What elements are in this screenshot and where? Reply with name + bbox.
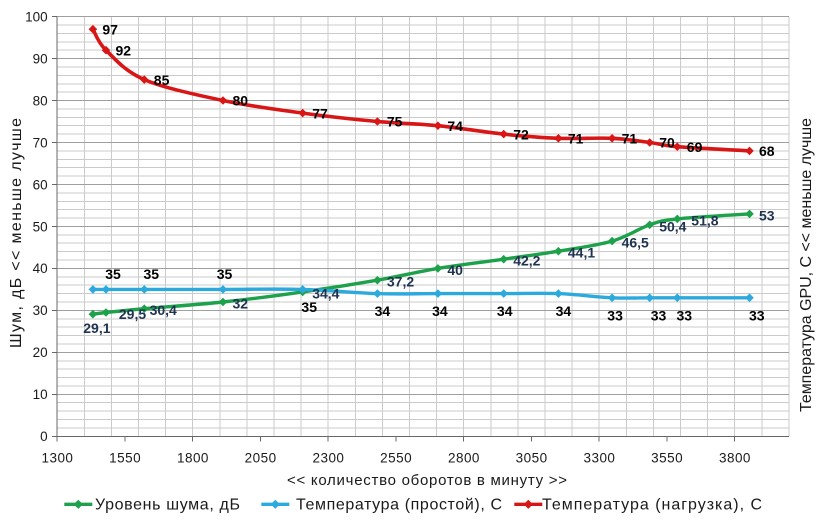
svg-text:Температура (нагрузка), С: Температура (нагрузка), С xyxy=(542,497,762,514)
svg-text:32: 32 xyxy=(233,296,249,312)
svg-text:80: 80 xyxy=(33,93,48,108)
svg-text:40: 40 xyxy=(447,262,463,278)
svg-text:42,2: 42,2 xyxy=(513,253,540,269)
svg-text:70: 70 xyxy=(33,135,48,150)
svg-text:72: 72 xyxy=(513,126,529,142)
svg-text:100: 100 xyxy=(25,9,48,24)
svg-text:97: 97 xyxy=(102,21,118,37)
svg-text:74: 74 xyxy=(447,118,463,134)
svg-text:1300: 1300 xyxy=(41,450,72,465)
svg-text:68: 68 xyxy=(759,143,775,159)
svg-text:20: 20 xyxy=(33,345,48,360)
svg-text:90: 90 xyxy=(33,51,48,66)
svg-text:3050: 3050 xyxy=(516,450,548,465)
svg-text:10: 10 xyxy=(33,387,48,402)
svg-text:50: 50 xyxy=(33,219,48,234)
svg-text:29,5: 29,5 xyxy=(119,306,146,322)
svg-text:40: 40 xyxy=(33,261,48,276)
svg-text:34,4: 34,4 xyxy=(312,285,339,301)
svg-text:29,1: 29,1 xyxy=(83,320,110,336)
svg-text:33: 33 xyxy=(607,307,623,323)
svg-text:2800: 2800 xyxy=(448,450,480,465)
svg-text:75: 75 xyxy=(387,114,403,130)
svg-text:Температура GPU, C << меньше л: Температура GPU, C << меньше лучше xyxy=(798,118,815,412)
svg-text:3550: 3550 xyxy=(651,450,683,465)
svg-text:Уровень шума, дБ: Уровень шума, дБ xyxy=(95,497,240,514)
svg-text:Шум, дБ << меньше лучше: Шум, дБ << меньше лучше xyxy=(8,118,25,348)
svg-text:<< количество оборотов в минут: << количество оборотов в минуту >> xyxy=(287,472,567,489)
svg-text:30: 30 xyxy=(33,303,48,318)
svg-text:77: 77 xyxy=(312,105,328,121)
svg-text:33: 33 xyxy=(651,307,667,323)
svg-text:1550: 1550 xyxy=(109,450,140,465)
svg-text:71: 71 xyxy=(568,131,584,147)
svg-text:70: 70 xyxy=(659,135,675,151)
svg-text:37,2: 37,2 xyxy=(387,274,414,290)
svg-text:34: 34 xyxy=(432,303,448,319)
svg-text:46,5: 46,5 xyxy=(622,235,649,251)
svg-text:69: 69 xyxy=(687,139,703,155)
svg-text:35: 35 xyxy=(105,266,121,282)
svg-text:50,4: 50,4 xyxy=(659,218,686,234)
svg-text:71: 71 xyxy=(622,131,638,147)
svg-text:3800: 3800 xyxy=(719,450,751,465)
svg-text:2050: 2050 xyxy=(245,450,277,465)
svg-text:35: 35 xyxy=(301,299,317,315)
svg-text:33: 33 xyxy=(749,307,765,323)
svg-text:0: 0 xyxy=(40,429,48,444)
svg-text:60: 60 xyxy=(33,177,48,192)
svg-text:2550: 2550 xyxy=(380,450,412,465)
svg-text:30,4: 30,4 xyxy=(150,302,177,318)
svg-text:2300: 2300 xyxy=(312,450,344,465)
svg-text:3300: 3300 xyxy=(583,450,615,465)
svg-text:35: 35 xyxy=(217,266,233,282)
svg-text:34: 34 xyxy=(375,303,391,319)
svg-text:92: 92 xyxy=(116,42,132,58)
svg-text:Температура (простой), С: Температура (простой), С xyxy=(296,497,502,514)
svg-text:44,1: 44,1 xyxy=(568,245,595,261)
svg-text:51,8: 51,8 xyxy=(691,212,718,228)
svg-text:53: 53 xyxy=(759,207,775,223)
svg-text:85: 85 xyxy=(154,72,170,88)
svg-text:35: 35 xyxy=(144,266,160,282)
svg-text:34: 34 xyxy=(556,303,572,319)
svg-text:34: 34 xyxy=(497,303,513,319)
svg-text:1800: 1800 xyxy=(177,450,209,465)
svg-text:80: 80 xyxy=(233,93,249,109)
svg-text:33: 33 xyxy=(677,307,693,323)
